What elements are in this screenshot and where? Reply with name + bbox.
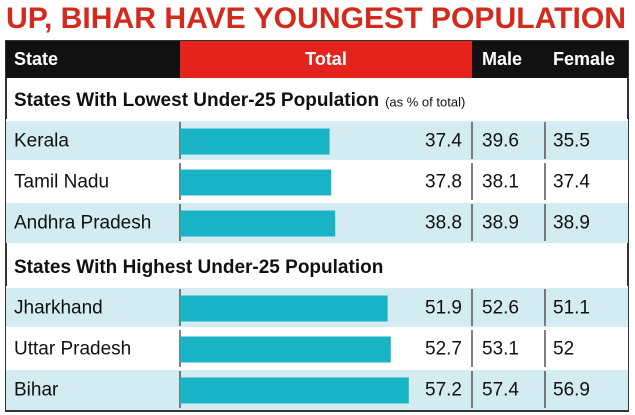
total-bar [180, 377, 409, 404]
male-value: 38.9 [482, 213, 519, 234]
column-header: Male [482, 49, 522, 69]
state-name: Andhra Pradesh [14, 213, 151, 234]
total-value: 38.8 [425, 213, 462, 234]
male-value: 57.4 [482, 380, 519, 401]
title: UP, BIHAR HAVE YOUNGEST POPULATION [6, 2, 626, 35]
male-value: 53.1 [482, 339, 519, 360]
section-heading: States With Highest Under-25 Population [14, 257, 383, 278]
female-value: 56.9 [553, 380, 590, 401]
total-value: 57.2 [425, 380, 462, 401]
male-value: 38.1 [482, 172, 519, 193]
male-value: 52.6 [482, 298, 519, 319]
section-heading: States With Lowest Under-25 Population [14, 90, 379, 111]
total-bar [180, 336, 391, 363]
female-value: 38.9 [553, 213, 590, 234]
state-name: Bihar [14, 380, 59, 401]
total-header-bg [180, 41, 472, 78]
female-value: 52 [553, 339, 574, 360]
male-value: 39.6 [482, 131, 519, 152]
section-note: (as % of total) [385, 94, 465, 109]
column-header: Female [553, 49, 615, 69]
total-bar [180, 210, 336, 237]
state-name: Jharkhand [14, 298, 103, 319]
total-value: 37.8 [425, 172, 462, 193]
female-value: 35.5 [553, 131, 590, 152]
total-value: 51.9 [425, 298, 462, 319]
column-header: State [14, 49, 58, 69]
female-value: 37.4 [553, 172, 590, 193]
total-value: 37.4 [425, 131, 462, 152]
total-bar [180, 295, 388, 322]
state-name: Tamil Nadu [14, 172, 109, 193]
total-bar [180, 169, 332, 196]
state-name: Kerala [14, 131, 69, 152]
column-header: Total [305, 49, 347, 69]
state-name: Uttar Pradesh [14, 339, 131, 360]
female-value: 51.1 [553, 298, 590, 319]
total-bar [180, 128, 330, 155]
total-value: 52.7 [425, 339, 462, 360]
